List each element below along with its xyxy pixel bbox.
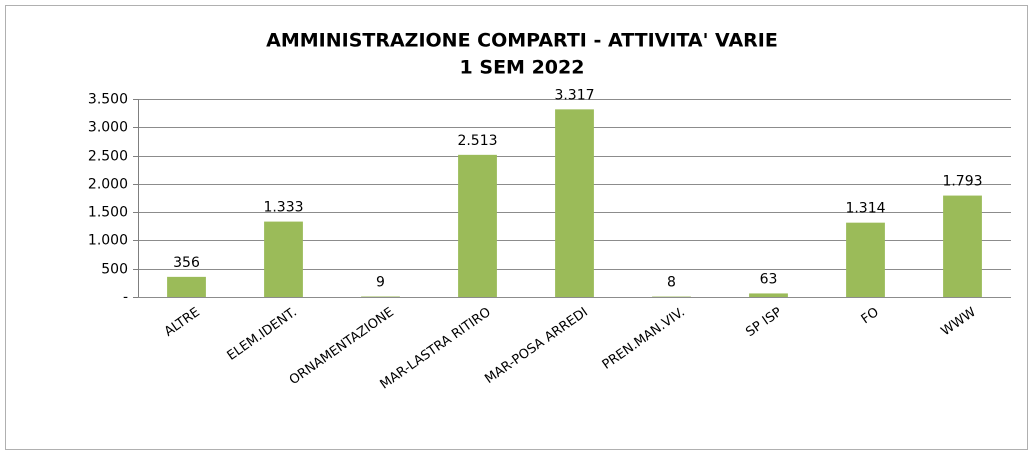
bar <box>458 154 497 297</box>
value-label: 1.314 <box>845 201 885 217</box>
bar <box>846 222 885 297</box>
bar <box>749 293 788 297</box>
y-tick-label: 3.500 <box>88 92 128 108</box>
y-tick-label: - <box>123 290 128 306</box>
value-label: 356 <box>173 255 200 271</box>
bar <box>264 221 303 297</box>
y-tick-label: 2.500 <box>88 149 128 165</box>
bar <box>943 195 982 297</box>
y-tick-label: 1.500 <box>88 205 128 221</box>
value-label: 63 <box>760 271 778 287</box>
value-label: 3.317 <box>554 87 594 103</box>
chart-subtitle: 1 SEM 2022 <box>460 57 585 79</box>
y-tick-label: 500 <box>101 262 128 278</box>
y-tick-label: 1.000 <box>88 233 128 249</box>
value-label: 1.793 <box>942 174 982 190</box>
value-label: 8 <box>667 275 676 291</box>
value-label: 2.513 <box>457 133 497 149</box>
bar <box>361 296 400 297</box>
value-label: 1.333 <box>263 200 303 216</box>
chart-title: AMMINISTRAZIONE COMPARTI - ATTIVITA' VAR… <box>266 30 778 52</box>
y-tick-label: 3.000 <box>88 120 128 136</box>
bar <box>555 109 594 297</box>
y-tick-label: 2.000 <box>88 177 128 193</box>
bar <box>167 276 206 297</box>
value-label: 9 <box>376 274 385 290</box>
